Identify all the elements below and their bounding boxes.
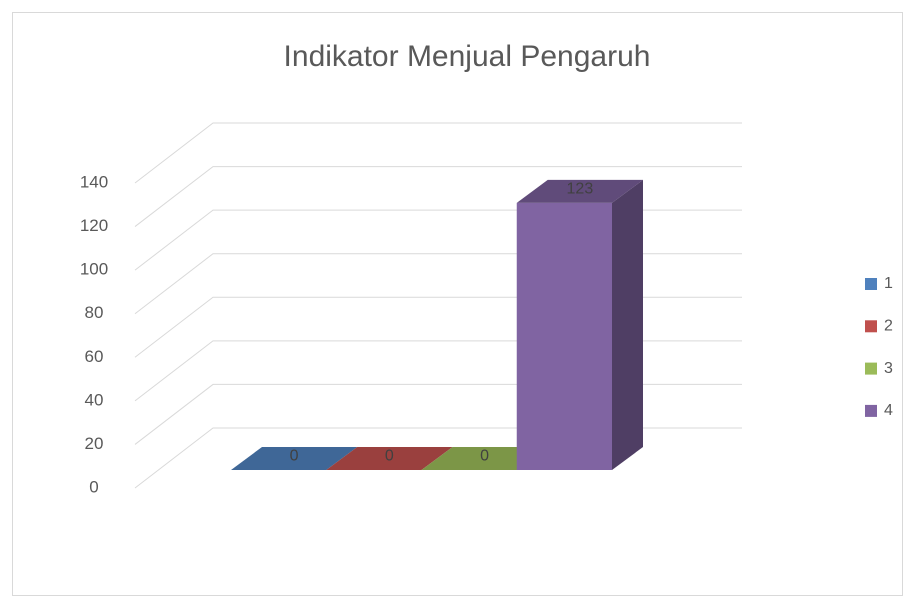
legend-swatch [865,278,877,290]
data-label: 0 [385,448,394,465]
bar-top [231,447,358,470]
grid-line [134,166,742,227]
y-tick-label: 140 [80,172,108,191]
bar-side [612,179,643,470]
legend-swatch [865,362,877,375]
bar-top [421,447,548,470]
data-label: 0 [480,448,489,465]
legend-label: 2 [884,318,893,335]
y-tick-label: 120 [80,216,108,235]
y-tick-label: 100 [80,260,108,279]
grid-line [134,122,742,184]
data-label: 123 [567,181,594,198]
y-tick-label: 80 [85,303,104,322]
bar [516,202,612,470]
legend-swatch [865,320,877,333]
y-tick-label: 60 [85,347,104,366]
legend-label: 4 [884,402,893,419]
legend-label: 3 [884,360,893,377]
chart-title: Indikator Menjual Pengaruh [284,40,651,73]
y-tick-label: 20 [85,434,104,453]
y-tick-label: 40 [85,390,104,409]
legend-swatch [865,404,877,417]
y-tick-label: 0 [89,477,98,496]
bar-top [516,179,643,203]
bar-top [326,447,453,470]
chart-border [12,12,903,596]
data-label: 0 [290,448,299,465]
legend-label: 1 [884,275,893,292]
